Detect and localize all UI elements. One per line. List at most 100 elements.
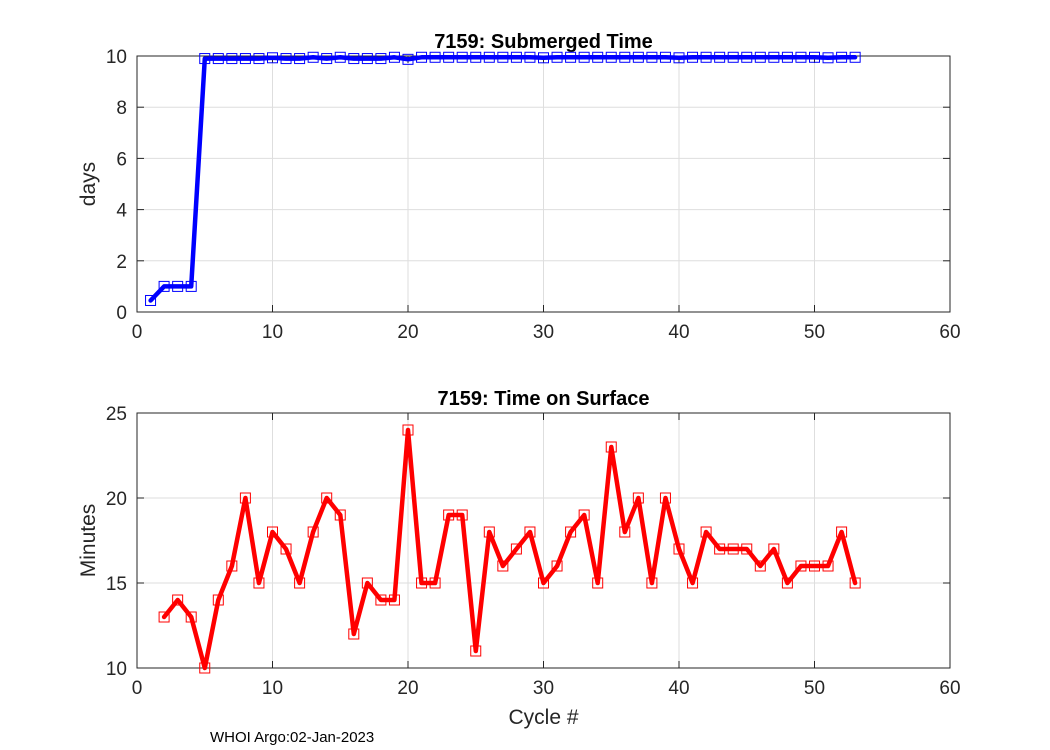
data-point bbox=[361, 577, 373, 589]
data-point bbox=[632, 492, 644, 504]
data-point bbox=[578, 509, 590, 521]
y-tick-label: 15 bbox=[106, 574, 127, 595]
x-tick-label: 20 bbox=[397, 678, 418, 699]
data-point bbox=[199, 53, 211, 65]
data-point bbox=[565, 51, 577, 63]
data-point bbox=[416, 577, 428, 589]
data-point bbox=[388, 594, 400, 606]
x-tick-label: 10 bbox=[262, 322, 283, 343]
y-tick-label: 25 bbox=[106, 404, 127, 425]
x-axis-label: Cycle # bbox=[508, 706, 578, 729]
data-point bbox=[375, 53, 387, 65]
data-point bbox=[388, 51, 400, 63]
data-point bbox=[456, 509, 468, 521]
data-point bbox=[849, 577, 861, 589]
y-tick-label: 6 bbox=[116, 149, 127, 170]
data-point bbox=[443, 51, 455, 63]
data-point bbox=[632, 51, 644, 63]
data-point bbox=[741, 51, 753, 63]
data-point bbox=[334, 509, 346, 521]
data-point bbox=[510, 543, 522, 555]
data-point bbox=[185, 280, 197, 292]
data-point bbox=[280, 53, 292, 65]
data-point bbox=[659, 492, 671, 504]
data-point bbox=[361, 53, 373, 65]
data-point bbox=[741, 543, 753, 555]
data-point bbox=[416, 51, 428, 63]
y-tick-label: 2 bbox=[116, 252, 127, 273]
data-point bbox=[334, 51, 346, 63]
data-point bbox=[185, 611, 197, 623]
data-point bbox=[619, 526, 631, 538]
data-point bbox=[321, 53, 333, 65]
data-point bbox=[687, 577, 699, 589]
data-point bbox=[768, 51, 780, 63]
data-point bbox=[836, 51, 848, 63]
data-point bbox=[565, 526, 577, 538]
data-point bbox=[646, 51, 658, 63]
data-point bbox=[659, 51, 671, 63]
data-point bbox=[714, 51, 726, 63]
data-point bbox=[700, 526, 712, 538]
data-point bbox=[239, 492, 251, 504]
data-point bbox=[714, 543, 726, 555]
data-point bbox=[253, 53, 265, 65]
data-point bbox=[470, 645, 482, 657]
x-tick-label: 10 bbox=[262, 678, 283, 699]
data-point bbox=[226, 53, 238, 65]
data-point bbox=[687, 51, 699, 63]
data-point bbox=[402, 424, 414, 436]
data-point bbox=[348, 53, 360, 65]
data-point bbox=[727, 51, 739, 63]
data-point bbox=[307, 51, 319, 63]
data-point bbox=[809, 51, 820, 63]
data-point bbox=[605, 51, 617, 63]
data-point bbox=[294, 53, 306, 65]
data-point bbox=[605, 441, 617, 453]
submerged-time-chart: 0 10 20 30 40 50 60 0 2 4 6 8 10 7159: Submerged Time… bbox=[77, 31, 961, 343]
data-point bbox=[321, 492, 333, 504]
data-point bbox=[497, 560, 509, 572]
data-point bbox=[294, 577, 306, 589]
data-point bbox=[700, 51, 712, 63]
data-point bbox=[375, 594, 387, 606]
data-point bbox=[592, 51, 604, 63]
data-point bbox=[538, 52, 549, 64]
data-point bbox=[524, 51, 536, 63]
data-point bbox=[551, 560, 563, 572]
data-point bbox=[456, 51, 468, 63]
data-point bbox=[470, 51, 482, 63]
data-point bbox=[429, 51, 441, 63]
chart-title: 7159: Time on Surface bbox=[438, 388, 650, 410]
data-point bbox=[673, 52, 685, 64]
data-point bbox=[402, 53, 414, 65]
data-point bbox=[619, 51, 631, 63]
x-tick-label: 30 bbox=[533, 322, 554, 343]
data-point bbox=[145, 294, 157, 306]
data-point bbox=[781, 51, 793, 63]
x-tick-label: 50 bbox=[804, 678, 825, 699]
data-point bbox=[754, 560, 766, 572]
data-point bbox=[673, 543, 685, 555]
data-point bbox=[212, 53, 224, 65]
y-tick-label: 4 bbox=[116, 201, 127, 222]
data-point bbox=[524, 526, 536, 538]
data-point bbox=[646, 577, 658, 589]
data-point bbox=[795, 560, 807, 572]
x-tick-label: 50 bbox=[804, 322, 825, 343]
series-line bbox=[161, 427, 858, 671]
x-tick-label: 60 bbox=[939, 322, 960, 343]
data-point bbox=[253, 577, 265, 589]
data-point bbox=[267, 526, 278, 538]
y-tick-label: 10 bbox=[106, 47, 127, 68]
data-point bbox=[172, 594, 184, 606]
data-point bbox=[199, 662, 211, 674]
y-axis-label: Minutes bbox=[77, 504, 100, 578]
x-tick-label: 40 bbox=[668, 322, 689, 343]
data-point bbox=[497, 51, 509, 63]
y-tick-label: 20 bbox=[106, 489, 127, 510]
data-point bbox=[768, 543, 780, 555]
data-point bbox=[727, 543, 739, 555]
x-tick-label: 20 bbox=[397, 322, 418, 343]
